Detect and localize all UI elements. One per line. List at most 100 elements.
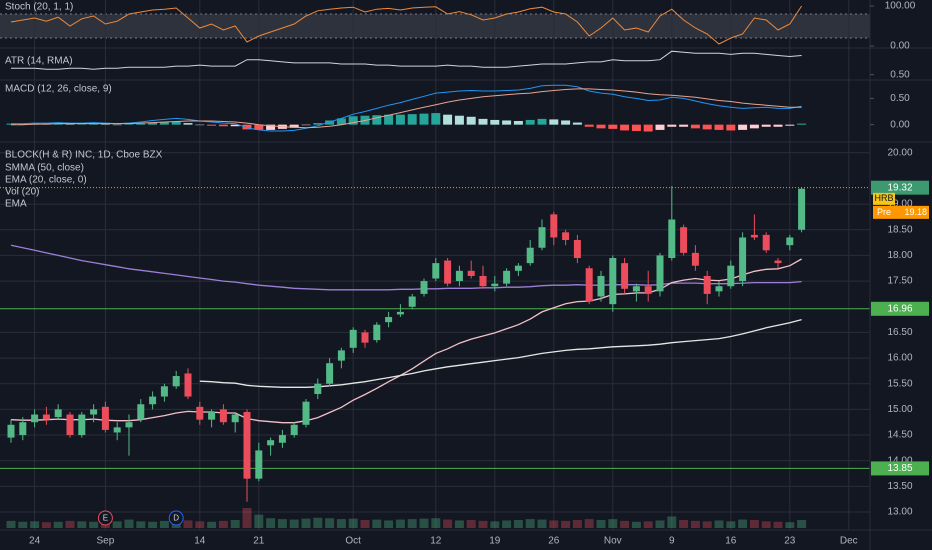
macd-histogram-bar — [513, 120, 523, 125]
candle-body — [243, 411, 251, 479]
last-price-tag — [871, 180, 929, 195]
symbol-tag-label: HRB — [874, 193, 893, 203]
macd-histogram-bar — [679, 124, 689, 127]
macd-histogram-bar — [407, 114, 417, 125]
level-tag-label: 13.85 — [887, 463, 912, 474]
macd-histogram-bar — [289, 124, 299, 128]
event-label: D — [173, 514, 179, 523]
volume-bar — [407, 519, 417, 528]
candle-body — [538, 227, 546, 248]
y-tick-label: 18.50 — [887, 224, 912, 235]
macd-histogram-bar — [608, 124, 618, 129]
candle-body — [396, 311, 404, 315]
volume-legend: Vol (20) — [5, 187, 39, 198]
volume-bar — [443, 519, 453, 528]
macd-histogram-bar — [301, 124, 311, 126]
volume-bar — [159, 520, 169, 528]
volume-bar — [620, 520, 630, 528]
macd-histogram-bar — [690, 124, 700, 129]
volume-bar — [478, 520, 488, 528]
volume-bar — [608, 519, 618, 528]
macd-histogram-bar — [159, 122, 169, 125]
candle-body — [42, 414, 50, 420]
symbol-legend: BLOCK(H & R) INC, 1D, Cboe BZX — [5, 150, 163, 161]
candle-body — [184, 373, 192, 397]
grid-layer — [0, 0, 870, 530]
candle-body — [491, 283, 499, 287]
macd-histogram-bar — [313, 123, 323, 125]
volume-bar — [336, 519, 346, 528]
x-tick-label: Dec — [840, 536, 858, 547]
macd-histogram-bar — [490, 119, 500, 125]
macd-histogram-bar — [100, 124, 110, 125]
macd-histogram-bar — [749, 124, 759, 129]
macd-histogram-bar — [631, 124, 641, 131]
candle-body — [750, 234, 758, 238]
y-tick-label: 17.50 — [887, 276, 912, 287]
candle-body — [137, 404, 145, 420]
volume-bar — [572, 520, 582, 528]
candle-body — [432, 263, 440, 279]
candle-body — [467, 270, 475, 276]
x-tick-label: 19 — [489, 536, 501, 547]
candle-body — [255, 450, 263, 479]
macd-histogram-bar — [454, 115, 464, 125]
volume-bar — [89, 521, 99, 528]
candle-body — [739, 237, 747, 282]
macd-histogram-bar — [136, 123, 146, 125]
candle-body — [420, 281, 428, 294]
candle-body — [668, 219, 676, 258]
candle-body — [314, 383, 322, 394]
candle-body — [632, 286, 640, 292]
volume-bar — [124, 519, 134, 528]
macd-histogram-bar — [419, 113, 429, 125]
y-tick-label: 13.00 — [887, 507, 912, 518]
macd-line — [11, 84, 802, 132]
ema20-legend: EMA (20, close, 0) — [5, 175, 87, 186]
macd-histogram-bar — [112, 124, 122, 126]
macd-histogram-bar — [171, 121, 181, 125]
macd-histogram-bar — [6, 123, 16, 125]
volume-bar — [6, 520, 16, 528]
volume-bar — [561, 520, 571, 528]
y-tick-label: 0.00 — [890, 119, 910, 130]
candle-body — [349, 329, 357, 348]
candle-body — [762, 234, 770, 251]
y-tick-label: 100.00 — [885, 1, 916, 12]
macd-histogram-bar — [65, 124, 75, 125]
candle-body — [278, 435, 286, 443]
y-tick-label: 15.00 — [887, 404, 912, 415]
candle-body — [455, 270, 463, 282]
macd-histogram-bar — [266, 124, 276, 130]
volume-bar — [773, 521, 783, 528]
volume-bar — [384, 520, 394, 528]
y-tick-label: 14.50 — [887, 430, 912, 441]
candle-body — [208, 411, 216, 420]
volume-bar — [797, 520, 807, 528]
y-tick-label: 16.00 — [887, 353, 912, 364]
candle-body — [31, 414, 39, 423]
volume-bar — [714, 520, 724, 528]
candle-body — [19, 422, 27, 436]
level-tag-label: 16.96 — [887, 303, 912, 314]
indicator-line — [11, 50, 802, 70]
candle-body — [361, 332, 369, 343]
premarket-name: Pre — [877, 207, 891, 217]
macd-line — [11, 88, 802, 129]
macd-histogram-bar — [148, 122, 158, 125]
candle-body — [503, 270, 511, 284]
macd-histogram-bar — [643, 124, 653, 132]
smma-legend: SMMA (50, close) — [5, 163, 84, 174]
y-tick-label: 19.00 — [887, 199, 912, 210]
candle-body — [113, 427, 121, 433]
candle-body — [290, 424, 298, 436]
volume-bar — [502, 520, 512, 528]
volume-bar — [53, 521, 63, 528]
candle-body — [172, 376, 180, 387]
candle-body — [680, 227, 688, 253]
candle-body — [514, 265, 522, 271]
macd-histogram-bar — [773, 124, 783, 127]
volume-bar — [230, 520, 240, 528]
macd-histogram-bar — [207, 124, 217, 126]
